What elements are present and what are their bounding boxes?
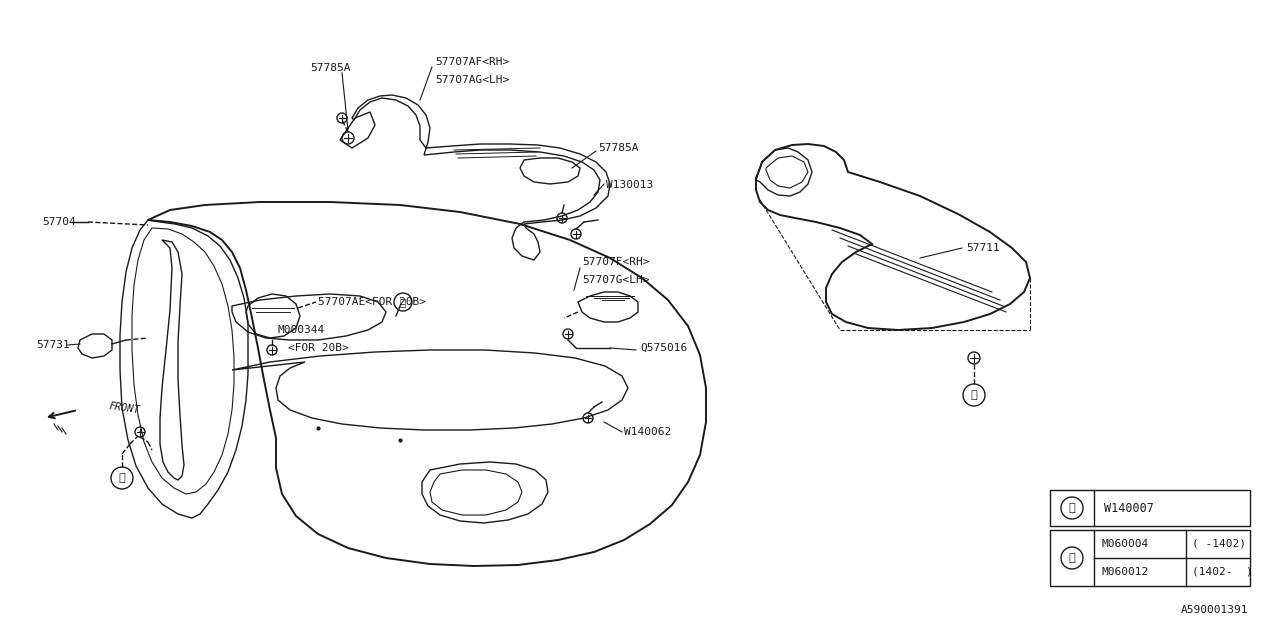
Text: M060012: M060012	[1102, 567, 1149, 577]
Text: W130013: W130013	[605, 180, 653, 190]
Text: M060004: M060004	[1102, 539, 1149, 549]
Text: 57785A: 57785A	[310, 63, 351, 73]
Text: Q575016: Q575016	[640, 343, 687, 353]
Text: M000344: M000344	[278, 325, 325, 335]
Text: ①: ①	[1069, 503, 1075, 513]
Text: ②: ②	[1069, 553, 1075, 563]
Bar	[1050, 530, 1251, 586]
Text: A590001391: A590001391	[1180, 605, 1248, 615]
Text: ①: ①	[119, 473, 125, 483]
Text: 57707AF<RH>: 57707AF<RH>	[435, 57, 509, 67]
Text: ( -1402): ( -1402)	[1192, 539, 1245, 549]
Text: W140007: W140007	[1103, 502, 1153, 515]
Text: <FOR 20B>: <FOR 20B>	[288, 343, 348, 353]
Text: 57707AE<FOR 20B>: 57707AE<FOR 20B>	[317, 297, 426, 307]
Text: (1402-  ): (1402- )	[1192, 567, 1253, 577]
Text: 57707F<RH>: 57707F<RH>	[582, 257, 649, 267]
Text: 57704: 57704	[42, 217, 76, 227]
Text: 57785A: 57785A	[598, 143, 639, 153]
Text: 57731: 57731	[36, 340, 69, 350]
Text: ①: ①	[399, 297, 406, 307]
Text: 57711: 57711	[966, 243, 1000, 253]
Text: 57707G<LH>: 57707G<LH>	[582, 275, 649, 285]
Bar	[1050, 490, 1251, 526]
Text: FRONT: FRONT	[108, 401, 141, 415]
Text: ②: ②	[970, 390, 978, 400]
Text: 57707AG<LH>: 57707AG<LH>	[435, 75, 509, 85]
Text: W140062: W140062	[625, 427, 671, 437]
